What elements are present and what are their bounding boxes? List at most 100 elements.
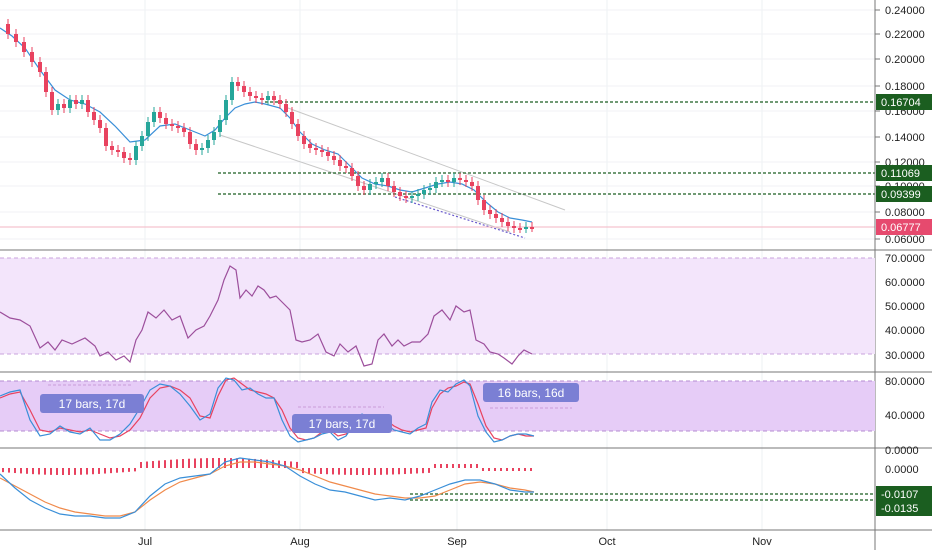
price-axis[interactable]: 0.240000.220000.200000.180000.160000.140… — [875, 5, 932, 516]
time-axis[interactable]: Jul Aug Sep Oct Nov — [138, 536, 772, 548]
candle-body[interactable] — [530, 227, 534, 229]
stochastic-pane[interactable]: 17 bars, 17d 17 bars, 17d 16 bars, 16d — [0, 377, 875, 443]
candle-body[interactable] — [512, 226, 516, 228]
bars-range-annotation[interactable]: 17 bars, 17d — [40, 394, 144, 413]
candle-body[interactable] — [158, 112, 162, 118]
candle-body[interactable] — [128, 158, 132, 160]
candle-body[interactable] — [518, 228, 522, 230]
candle-body[interactable] — [398, 192, 402, 196]
candle-body[interactable] — [500, 218, 504, 222]
candle-body[interactable] — [386, 178, 390, 186]
candle-body[interactable] — [110, 146, 114, 150]
candle-body[interactable] — [92, 112, 96, 120]
macd-pane[interactable] — [0, 457, 875, 519]
candle-body[interactable] — [182, 128, 186, 132]
candle-body[interactable] — [404, 196, 408, 198]
candle-body[interactable] — [452, 178, 456, 182]
candle-body[interactable] — [314, 148, 318, 150]
rsi-pane[interactable] — [0, 257, 875, 367]
candle-body[interactable] — [272, 96, 276, 100]
candle-body[interactable] — [22, 42, 26, 52]
upper-trendline[interactable] — [287, 107, 566, 211]
price-tag[interactable]: 0.09399 — [876, 186, 932, 202]
candle-body[interactable] — [326, 152, 330, 156]
candle-body[interactable] — [434, 182, 438, 188]
candle-body[interactable] — [308, 144, 312, 148]
candle-body[interactable] — [14, 34, 18, 42]
candle-body[interactable] — [278, 100, 282, 104]
price-tag[interactable]: 0.11069 — [876, 165, 932, 181]
candle-body[interactable] — [80, 100, 84, 104]
candle-body[interactable] — [332, 156, 336, 160]
candle-body[interactable] — [140, 136, 144, 146]
candle-body[interactable] — [200, 148, 204, 150]
candle-body[interactable] — [302, 136, 306, 144]
candle-body[interactable] — [320, 150, 324, 152]
candle-body[interactable] — [74, 100, 78, 104]
candle-body[interactable] — [212, 132, 216, 140]
price-tag[interactable]: 0.16704 — [876, 94, 932, 110]
candle-body[interactable] — [242, 86, 246, 92]
candle-body[interactable] — [506, 222, 510, 226]
candle-body[interactable] — [170, 124, 174, 126]
candle-body[interactable] — [56, 104, 60, 110]
macd-tag[interactable]: -0.0135 — [876, 500, 932, 516]
candle-body[interactable] — [218, 120, 222, 132]
candle-body[interactable] — [488, 210, 492, 214]
stochastic-k-line[interactable] — [0, 377, 535, 443]
channel-bottom-line[interactable] — [394, 196, 526, 239]
macd-tag[interactable]: -0.0107 — [876, 486, 932, 502]
candle-body[interactable] — [50, 92, 54, 110]
candle-body[interactable] — [38, 62, 42, 72]
macd-histogram[interactable] — [2, 458, 532, 475]
candle-body[interactable] — [338, 160, 342, 166]
candle-body[interactable] — [482, 200, 486, 210]
lower-trendline[interactable] — [219, 134, 511, 233]
candle-body[interactable] — [374, 182, 378, 184]
candle-body[interactable] — [428, 188, 432, 190]
candle-body[interactable] — [248, 92, 252, 96]
candle-body[interactable] — [68, 100, 72, 108]
horizontal-levels[interactable] — [0, 101, 875, 228]
candle-body[interactable] — [86, 100, 90, 112]
candle-body[interactable] — [416, 194, 420, 196]
bars-range-annotation[interactable]: 16 bars, 16d — [483, 383, 579, 402]
candle-body[interactable] — [440, 180, 444, 182]
candle-body[interactable] — [230, 82, 234, 100]
candle-body[interactable] — [116, 150, 120, 152]
candle-body[interactable] — [30, 52, 34, 62]
candle-body[interactable] — [284, 104, 288, 112]
candle-body[interactable] — [44, 72, 48, 92]
candle-body[interactable] — [392, 186, 396, 192]
candle-body[interactable] — [368, 184, 372, 190]
moving-average-line[interactable] — [0, 27, 533, 223]
candle-body[interactable] — [6, 24, 10, 34]
candle-body[interactable] — [134, 146, 138, 160]
candle-body[interactable] — [146, 122, 150, 136]
candle-body[interactable] — [458, 178, 462, 180]
rsi-line[interactable] — [0, 265, 533, 367]
candle-body[interactable] — [122, 152, 126, 158]
macd-signal-line[interactable] — [0, 461, 535, 517]
candle-body[interactable] — [164, 118, 168, 124]
candle-body[interactable] — [62, 104, 66, 108]
candle-body[interactable] — [344, 166, 348, 168]
price-pane[interactable] — [0, 9, 875, 240]
candle-body[interactable] — [176, 126, 180, 128]
price-tag[interactable]: 0.06777 — [876, 219, 932, 235]
stochastic-annotations[interactable]: 17 bars, 17d 17 bars, 17d 16 bars, 16d — [40, 383, 579, 433]
candle-body[interactable] — [266, 96, 270, 100]
candle-body[interactable] — [206, 140, 210, 148]
candle-body[interactable] — [362, 186, 366, 190]
candle-body[interactable] — [464, 180, 468, 182]
candle-body[interactable] — [194, 144, 198, 150]
candle-body[interactable] — [296, 124, 300, 136]
candlesticks[interactable] — [6, 19, 534, 233]
candle-body[interactable] — [410, 196, 414, 198]
candle-body[interactable] — [494, 214, 498, 218]
candle-body[interactable] — [290, 112, 294, 124]
candle-body[interactable] — [476, 186, 480, 200]
candle-body[interactable] — [236, 82, 240, 86]
candle-body[interactable] — [152, 112, 156, 122]
